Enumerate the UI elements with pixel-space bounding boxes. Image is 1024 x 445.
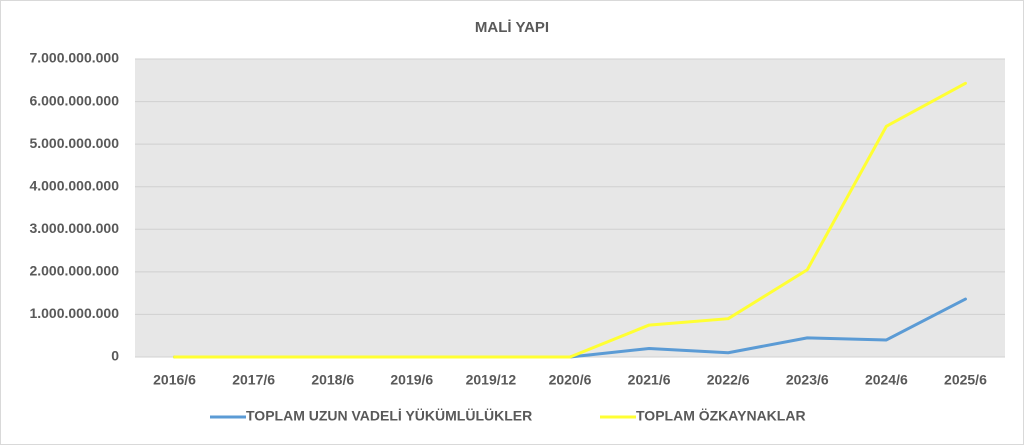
y-tick-label: 3.000.000.000	[29, 220, 119, 236]
y-tick-label: 7.000.000.000	[29, 50, 119, 66]
legend-label: TOPLAM UZUN VADELİ YÜKÜMLÜLÜKLER	[246, 408, 532, 424]
series-line	[173, 81, 967, 359]
chart-title: MALİ YAPI	[475, 19, 549, 36]
y-tick-label: 4.000.000.000	[29, 177, 119, 193]
x-tick-label: 2021/6	[628, 372, 671, 388]
x-tick-label: 2025/6	[944, 372, 987, 388]
x-tick-label: 2020/6	[549, 372, 592, 388]
legend-label: TOPLAM ÖZKAYNAKLAR	[636, 408, 806, 424]
x-tick-label: 2018/6	[311, 372, 354, 388]
x-tick-label: 2022/6	[707, 372, 750, 388]
y-tick-label: 0	[111, 348, 119, 364]
y-tick-label: 1.000.000.000	[29, 305, 119, 321]
plot-area	[135, 59, 1005, 357]
x-tick-label: 2017/6	[232, 372, 275, 388]
x-tick-label: 2019/12	[466, 372, 517, 388]
x-tick-label: 2016/6	[153, 372, 196, 388]
y-tick-label: 5.000.000.000	[29, 135, 119, 151]
x-tick-label: 2024/6	[865, 372, 908, 388]
x-tick-label: 2023/6	[786, 372, 829, 388]
y-tick-label: 2.000.000.000	[29, 263, 119, 279]
x-tick-label: 2019/6	[390, 372, 433, 388]
y-tick-label: 6.000.000.000	[29, 92, 119, 108]
